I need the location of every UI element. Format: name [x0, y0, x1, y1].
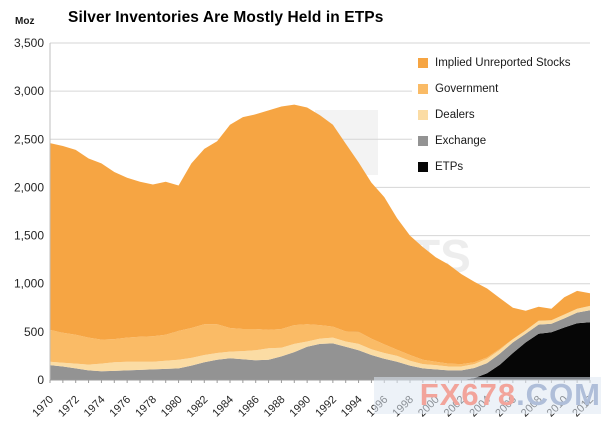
- page-title: Silver Inventories Are Mostly Held in ET…: [68, 9, 384, 26]
- y-tick-label: 0: [37, 373, 44, 387]
- legend-swatch-icon: [418, 110, 428, 120]
- legend-swatch-icon: [418, 136, 428, 146]
- y-tick-label: 3,500: [14, 36, 44, 50]
- legend-swatch-icon: [418, 58, 428, 68]
- x-tick-label: 1982: [185, 394, 211, 420]
- area-etps: [50, 322, 590, 380]
- legend-item: ETPs: [418, 156, 601, 178]
- legend-item: Implied Unreported Stocks: [418, 52, 601, 74]
- x-tick-label: 1972: [56, 394, 82, 420]
- legend-label: Dealers: [435, 109, 475, 121]
- watermark-background: [374, 377, 601, 414]
- legend-label: Exchange: [435, 135, 487, 147]
- legend-item: Government: [418, 78, 601, 100]
- area-dealers: [50, 305, 590, 372]
- x-tick-label: 1970: [30, 394, 56, 420]
- legend-label: Implied Unreported Stocks: [435, 57, 571, 69]
- y-tick-label: 2,000: [14, 180, 44, 194]
- x-tick-label: 1994: [339, 394, 365, 420]
- legend-label: ETPs: [435, 161, 464, 173]
- x-tick-label: 1988: [262, 394, 288, 420]
- legend-item: Exchange: [418, 130, 601, 152]
- area-exchange: [50, 310, 590, 380]
- x-tick-label: 1974: [82, 394, 108, 420]
- x-tick-label: 1984: [210, 394, 236, 420]
- x-tick-label: 1980: [159, 394, 185, 420]
- legend-label: Government: [435, 83, 499, 95]
- x-tick-label: 1978: [133, 394, 159, 420]
- area-government: [50, 305, 590, 367]
- x-tick-label: 1976: [107, 394, 133, 420]
- legend-swatch-icon: [418, 162, 428, 172]
- y-axis-unit-label: Moz: [15, 16, 35, 27]
- x-tick-label: 1990: [287, 394, 313, 420]
- legend-item: Dealers: [418, 104, 601, 126]
- x-tick-label: 1986: [236, 394, 262, 420]
- y-tick-label: 1,500: [14, 229, 44, 243]
- y-tick-label: 1,000: [14, 277, 44, 291]
- y-tick-label: 2,500: [14, 132, 44, 146]
- y-tick-label: 3,000: [14, 84, 44, 98]
- y-tick-label: 500: [24, 325, 44, 339]
- x-tick-label: 1992: [313, 394, 339, 420]
- chart-legend: Implied Unreported Stocks Government Deale…: [412, 46, 601, 186]
- legend-swatch-icon: [418, 84, 428, 94]
- area-implied-unreported-stocks: [50, 104, 590, 365]
